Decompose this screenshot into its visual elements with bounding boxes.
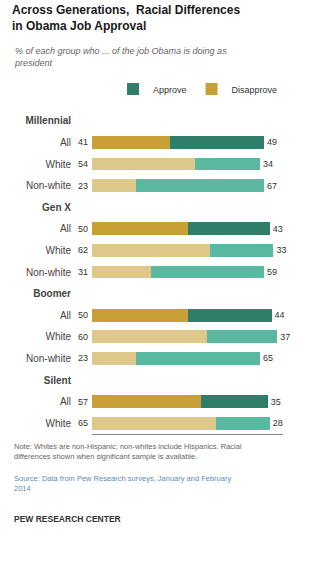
svg-text:Approve: Approve bbox=[153, 85, 187, 95]
svg-text:All: All bbox=[60, 396, 71, 407]
svg-text:41: 41 bbox=[78, 137, 88, 147]
svg-text:57: 57 bbox=[78, 397, 88, 407]
svg-text:37: 37 bbox=[280, 332, 290, 342]
svg-text:54: 54 bbox=[78, 159, 88, 169]
svg-text:33: 33 bbox=[276, 245, 286, 255]
svg-text:All: All bbox=[60, 137, 71, 148]
svg-text:44: 44 bbox=[275, 310, 285, 320]
svg-text:Across Generations, Racial Di: Across Generations, Racial Differencesin… bbox=[12, 3, 240, 33]
svg-text:Millennial: Millennial bbox=[25, 115, 71, 126]
svg-text:65: 65 bbox=[78, 418, 88, 428]
svg-text:23: 23 bbox=[78, 181, 88, 191]
svg-text:43: 43 bbox=[273, 224, 283, 234]
svg-text:65: 65 bbox=[263, 353, 273, 363]
svg-text:50: 50 bbox=[78, 310, 88, 320]
svg-text:23: 23 bbox=[78, 353, 88, 363]
svg-text:All: All bbox=[60, 223, 71, 234]
svg-text:PEW RESEARCH CENTER: PEW RESEARCH CENTER bbox=[14, 514, 121, 524]
svg-text:Non-white: Non-white bbox=[26, 353, 71, 364]
svg-text:Boomer: Boomer bbox=[33, 288, 71, 299]
svg-text:All: All bbox=[60, 310, 71, 321]
svg-text:Disapprove: Disapprove bbox=[232, 85, 278, 95]
svg-text:35: 35 bbox=[271, 397, 281, 407]
svg-text:50: 50 bbox=[78, 224, 88, 234]
svg-text:White: White bbox=[45, 245, 71, 256]
svg-text:White: White bbox=[45, 159, 71, 170]
svg-text:White: White bbox=[45, 331, 71, 342]
svg-text:% of each group who ... of the: % of each group who ... of the job Obama… bbox=[14, 46, 227, 68]
svg-text:28: 28 bbox=[273, 418, 283, 428]
svg-text:Source: Data from Pew Research: Source: Data from Pew Research surveys, … bbox=[14, 474, 231, 493]
svg-text:Gen X: Gen X bbox=[42, 202, 71, 213]
svg-text:60: 60 bbox=[78, 332, 88, 342]
svg-text:Non-white: Non-white bbox=[26, 267, 71, 278]
svg-text:67: 67 bbox=[267, 181, 277, 191]
svg-text:Note: Whites are non-Hispanic;: Note: Whites are non-Hispanic; non-white… bbox=[14, 442, 242, 461]
svg-text:31: 31 bbox=[78, 267, 88, 277]
svg-text:34: 34 bbox=[263, 159, 273, 169]
svg-text:Silent: Silent bbox=[44, 375, 72, 386]
svg-text:Non-white: Non-white bbox=[26, 180, 71, 191]
svg-text:White: White bbox=[45, 418, 71, 429]
svg-text:59: 59 bbox=[267, 267, 277, 277]
svg-text:49: 49 bbox=[267, 137, 277, 147]
svg-text:62: 62 bbox=[78, 245, 88, 255]
